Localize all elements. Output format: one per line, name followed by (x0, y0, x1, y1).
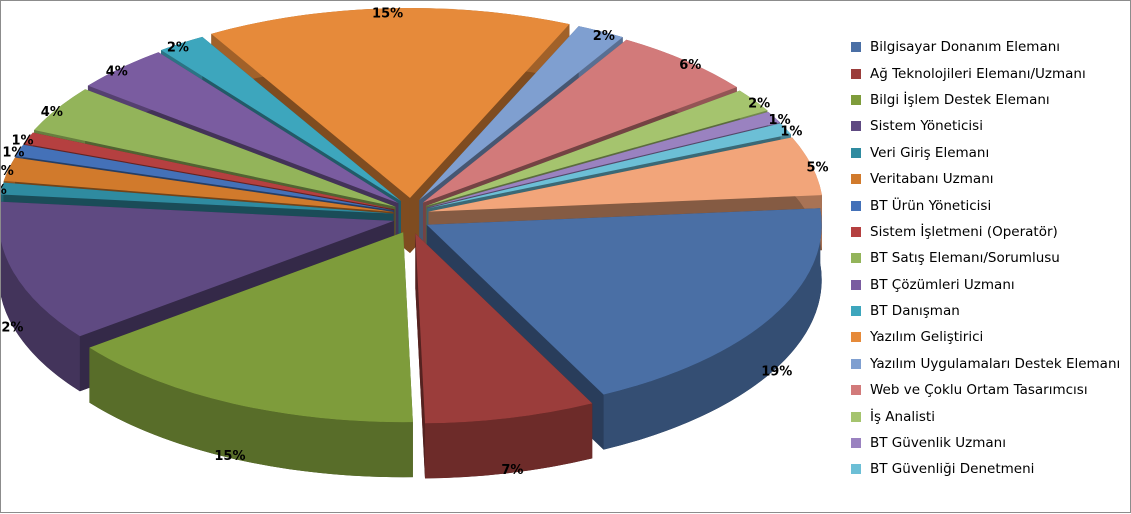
pie-slice-14 (425, 90, 768, 206)
legend-item: BT Çözümleri Uzmanı (851, 272, 1131, 298)
legend-item: Sistem Yöneticisi (851, 113, 1131, 139)
legend-label: Sistem Yöneticisi (870, 118, 983, 135)
legend-label: Yazılım Geliştirici (870, 329, 984, 346)
legend-item: BT Satış Elemanı/Sorumlusu (851, 245, 1131, 271)
legend-label: BT Satış Elemanı/Sorumlusu (870, 250, 1060, 267)
legend-item: Veritabanı Uzmanı (851, 166, 1131, 192)
pie-label-layer: 19%7%15%12%1%2%1%1%4%4%2%15%2%6%2%1%1%5% (1, 6, 829, 478)
legend-label: Sistem İşletmeni (Operatör) (870, 223, 1058, 240)
pie-data-label-16: 1% (780, 124, 802, 139)
legend-label: Yazılım Uygulamaları Destek Elemanı (870, 355, 1121, 372)
pie-slice-5 (3, 157, 394, 212)
legend-swatch (851, 68, 861, 79)
legend-label: BT Güvenliği Denetmeni (870, 461, 1035, 478)
pie-slice-6 (15, 144, 394, 211)
pie-data-label-7: 1% (11, 134, 33, 149)
legend-swatch (851, 332, 861, 343)
pie-data-label-15: 1% (769, 113, 791, 128)
pie-slice-9 (87, 52, 399, 204)
legend-item: Yazılım Geliştirici (851, 324, 1131, 350)
pie-data-label-4: 1% (1, 183, 7, 198)
legend-item: Bilgi İşlem Destek Elemanı (851, 87, 1131, 113)
pie-slice-15 (426, 111, 781, 208)
pie-slice-7 (23, 132, 395, 210)
pie-slice-17 (428, 137, 822, 212)
pie-slice-rim-3 (1, 241, 80, 392)
pie-data-label-8: 4% (41, 105, 63, 120)
legend-swatch (851, 385, 861, 396)
legend-label: Bilgisayar Donanım Elemanı (870, 39, 1061, 56)
legend-item: Ağ Teknolojileri Elemanı/Uzmanı (851, 60, 1131, 86)
pie-data-label-12: 2% (593, 29, 615, 44)
legend-swatch (851, 253, 861, 264)
legend-item: Yazılım Uygulamaları Destek Elemanı (851, 351, 1131, 377)
legend-label: BT Çözümleri Uzmanı (870, 276, 1015, 293)
legend-item: Sistem İşletmeni (Operatör) (851, 219, 1131, 245)
pie-data-label-6: 1% (2, 146, 24, 161)
legend-label: Ağ Teknolojileri Elemanı/Uzmanı (870, 65, 1086, 82)
pie-slice-3 (1, 201, 394, 337)
chart-legend: Bilgisayar Donanım Elemanı Ağ Teknolojile… (851, 34, 1131, 483)
legend-swatch (851, 411, 861, 422)
legend-item: BT Güvenliği Denetmeni (851, 456, 1131, 482)
pie-slice-rim-1 (425, 403, 593, 479)
legend-label: Veri Giriş Elemanı (870, 144, 990, 161)
pie-slice-rim-0 (603, 208, 822, 450)
pie-data-label-14: 2% (748, 97, 770, 112)
pie-slice-12 (419, 26, 623, 201)
pie-data-label-3: 12% (1, 321, 23, 336)
pie-data-label-1: 7% (501, 463, 523, 478)
pie-slice-4 (1, 182, 394, 214)
legend-swatch (851, 94, 861, 105)
legend-item: İş Analisti (851, 403, 1131, 429)
pie-data-label-10: 2% (167, 40, 189, 55)
legend-label: Web ve Çoklu Ortam Tasarımcısı (870, 382, 1088, 399)
legend-swatch (851, 464, 861, 475)
pie-data-label-9: 4% (106, 65, 128, 80)
legend-swatch (851, 438, 861, 449)
legend-swatch (851, 200, 861, 211)
pie-slice-1 (415, 233, 593, 424)
legend-item: Web ve Çoklu Ortam Tasarımcısı (851, 377, 1131, 403)
pie-slice-wall-1-1 (415, 233, 426, 479)
pie-slice-2 (89, 232, 413, 423)
legend-label: BT Danışman (870, 303, 960, 320)
legend-swatch (851, 358, 861, 369)
pie-slice-8 (34, 89, 396, 207)
legend-label: Bilgi İşlem Destek Elemanı (870, 91, 1050, 108)
legend-label: İş Analisti (870, 408, 935, 425)
pie-data-label-2: 15% (214, 449, 245, 464)
pie-slice-10 (161, 36, 401, 202)
legend-swatch (851, 121, 861, 132)
pie-data-label-13: 6% (679, 58, 701, 73)
pie-slice-0 (426, 208, 822, 395)
pie-slice-rim-2 (89, 347, 413, 478)
legend-swatch (851, 279, 861, 290)
legend-swatch (851, 42, 861, 53)
pie-slice-16 (427, 123, 791, 209)
pie-slice-11 (211, 8, 570, 199)
pie-data-label-5: 2% (1, 164, 14, 179)
legend-item: BT Ürün Yöneticisi (851, 192, 1131, 218)
legend-item: BT Güvenlik Uzmanı (851, 430, 1131, 456)
legend-label: BT Güvenlik Uzmanı (870, 435, 1006, 452)
legend-swatch (851, 306, 861, 317)
legend-label: Veritabanı Uzmanı (870, 171, 994, 188)
legend-swatch (851, 226, 861, 237)
legend-swatch (851, 174, 861, 185)
legend-item: Veri Giriş Elemanı (851, 140, 1131, 166)
pie-slice-13 (422, 39, 737, 203)
pie-data-label-11: 15% (372, 6, 403, 21)
legend-item: Bilgisayar Donanım Elemanı (851, 34, 1131, 60)
legend-item: BT Danışman (851, 298, 1131, 324)
pie-data-label-0: 19% (761, 365, 792, 380)
pie-top-layer (1, 8, 822, 424)
pie-data-label-17: 5% (807, 161, 829, 176)
legend-swatch (851, 147, 861, 158)
legend-label: BT Ürün Yöneticisi (870, 197, 992, 214)
